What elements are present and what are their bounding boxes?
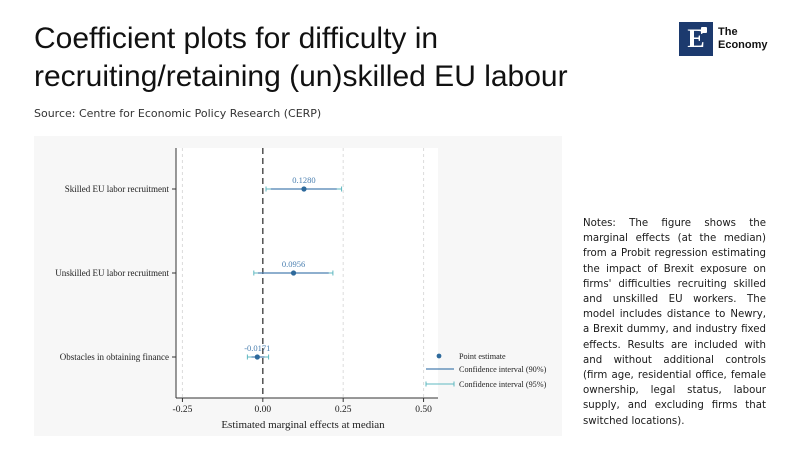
y-tick-label: Unskilled EU labor recruitment — [55, 268, 169, 278]
y-tick-label: Skilled EU labor recruitment — [65, 184, 170, 194]
point-estimate — [290, 270, 297, 276]
point-estimate — [301, 186, 307, 192]
notes-text: Notes: The figure shows the marginal eff… — [583, 218, 766, 427]
chart-panel: -0.25 0.00 0.25 0.50 Estimated marginal effe… — [34, 136, 562, 436]
page-title: Coefficient plots for difficulty in recr… — [34, 22, 568, 93]
legend-label: Point estimate — [459, 352, 506, 361]
coefficient-plot: -0.25 0.00 0.25 0.50 Estimated marginal effe… — [55, 148, 547, 431]
logo-line-2: Economy — [718, 39, 768, 51]
x-tick-label: 0.00 — [254, 405, 271, 415]
x-tick-label: 0.50 — [415, 405, 432, 415]
legend-label: Confidence interval (95%) — [459, 380, 547, 389]
x-tick-label: -0.25 — [173, 405, 193, 415]
source-note: Source: Centre for Economic Policy Resea… — [34, 107, 322, 120]
x-tick-label: 0.25 — [335, 405, 352, 415]
estimate-label: 0.0956 — [282, 259, 305, 269]
logo-mark: E — [679, 22, 713, 56]
x-axis-label: Estimated marginal effects at median — [221, 419, 385, 431]
y-tick-label: Obstacles in obtaining finance — [60, 352, 169, 362]
logo-line-1: The — [718, 26, 738, 38]
logo-wordmark: The Economy — [718, 26, 768, 52]
legend-label: Confidence interval (90%) — [459, 365, 547, 374]
estimate-label: 0.1280 — [292, 175, 315, 185]
publisher-logo: E The Economy — [679, 22, 768, 56]
estimate-label: -0.0171 — [244, 343, 270, 353]
point-estimate — [254, 354, 260, 360]
legend-marker-point — [436, 353, 442, 359]
